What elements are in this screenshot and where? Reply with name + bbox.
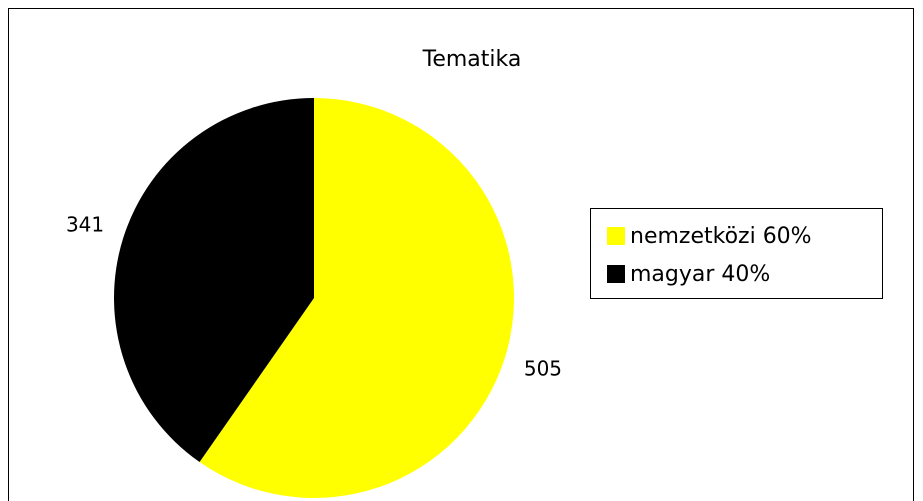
pie-slice — [114, 98, 314, 463]
data-label: 505 — [524, 356, 562, 380]
data-label: 341 — [66, 213, 104, 237]
legend-label: nemzetközi 60% — [630, 224, 812, 249]
legend-swatch — [607, 265, 625, 283]
chart-title: Tematika — [422, 47, 522, 72]
legend-box — [590, 208, 883, 299]
legend-label: magyar 40% — [630, 262, 770, 287]
pie-slice — [199, 98, 515, 498]
legend-swatch — [607, 227, 625, 245]
